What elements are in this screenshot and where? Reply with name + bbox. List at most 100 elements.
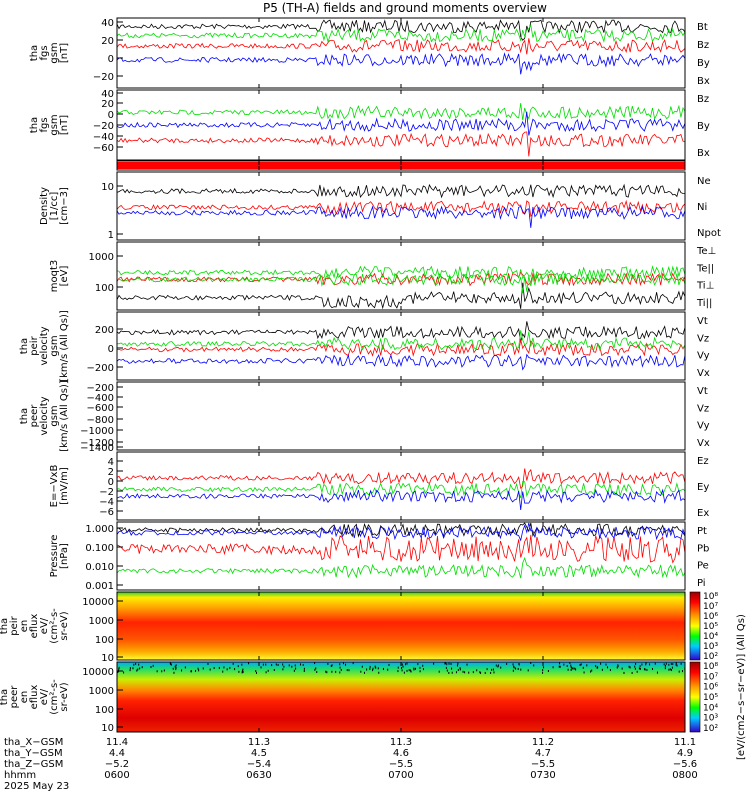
colorbar-tick-label: 10⁸: [703, 592, 718, 602]
y-label-line: velocity: [39, 326, 50, 365]
noise-speck: [559, 662, 561, 665]
y-tick-label: 20: [101, 36, 114, 47]
noise-speck: [575, 668, 577, 671]
y-tick-label: −20: [93, 72, 114, 83]
noise-speck: [664, 667, 666, 670]
y-tick-label: 0: [108, 477, 114, 488]
noise-speck: [490, 671, 492, 674]
noise-speck: [419, 666, 421, 669]
y-axis-label: tha fgs gsm [nT]: [29, 114, 70, 135]
noise-speck: [455, 671, 457, 674]
noise-speck: [195, 669, 197, 672]
y-label-line: velocity: [39, 396, 50, 435]
noise-speck: [512, 663, 514, 666]
noise-speck: [375, 666, 377, 669]
legend-vz: Vz: [697, 403, 709, 414]
noise-speck: [676, 664, 678, 667]
y-tick-label: −1000: [80, 426, 114, 437]
y-label-line: [km/s (All Qs)]: [59, 310, 70, 382]
noise-speck: [366, 668, 368, 671]
noise-speck: [315, 667, 317, 670]
y-tick-label: 1000: [89, 616, 114, 627]
y-tick-label: 0.001: [85, 581, 114, 592]
y-tick-label: 100: [95, 635, 114, 646]
noise-speck: [184, 666, 186, 669]
y-tick-label: 20: [101, 99, 114, 110]
x-axis-z-value-0: −5.2: [105, 759, 129, 770]
noise-speck: [543, 666, 545, 669]
noise-speck: [472, 671, 474, 674]
noise-speck: [634, 667, 636, 670]
spectrogram-ion: [117, 592, 685, 660]
noise-speck: [574, 667, 576, 670]
noise-speck: [678, 670, 680, 673]
noise-speck: [629, 666, 631, 669]
x-axis-y-value-0: 4.4: [109, 748, 125, 759]
noise-speck: [163, 669, 165, 672]
legend-vy: Vy: [697, 421, 710, 432]
noise-speck: [282, 668, 284, 671]
noise-speck: [590, 670, 592, 673]
noise-speck: [283, 665, 285, 668]
noise-speck: [457, 669, 459, 672]
time-axis-group: tha_X−GSM tha_Y−GSM tha_Z−GSM hhmm 2025 …: [4, 737, 698, 792]
y-label-line: gsm: [49, 114, 60, 135]
noise-speck: [226, 668, 228, 671]
noise-speck: [378, 671, 380, 674]
noise-speck: [530, 662, 532, 665]
noise-speck: [645, 662, 647, 665]
noise-speck: [582, 666, 584, 669]
noise-speck: [273, 668, 275, 671]
noise-speck: [680, 662, 682, 665]
y-tick-label: −1400: [80, 443, 114, 454]
noise-speck: [213, 667, 215, 670]
x-axis-t-value-4: 0800: [672, 770, 697, 781]
colorbar-tick-label: 10⁷: [703, 672, 718, 682]
noise-speck: [628, 665, 630, 668]
panel-5: 1000 100 moqt3 [eV] Te⊥ Te|| Ti⊥ Ti||: [49, 241, 716, 311]
series-By-line: [116, 23, 686, 44]
noise-speck: [293, 669, 295, 672]
y-label-line: gsm: [49, 405, 60, 426]
noise-speck: [583, 671, 585, 674]
y-label-line: [nT]: [59, 43, 70, 63]
noise-speck: [636, 670, 638, 673]
noise-speck: [369, 665, 371, 668]
y-tick-label: −60: [93, 143, 114, 154]
y-tick-label: −1200: [80, 438, 114, 449]
noise-speck: [348, 669, 350, 672]
noise-speck: [403, 671, 405, 674]
noise-speck: [387, 668, 389, 671]
noise-speck: [255, 670, 257, 673]
noise-speck: [513, 666, 515, 669]
y-tick-label: 100: [95, 705, 114, 716]
series-Bz-line: [116, 131, 686, 157]
colorbar-tick-label: 10³: [703, 642, 718, 652]
noise-speck: [656, 671, 658, 674]
noise-speck: [448, 662, 450, 665]
noise-speck: [665, 662, 667, 665]
noise-speck: [563, 663, 565, 666]
legend-ez: Ez: [697, 456, 709, 467]
panel-9: 1.000 0.100 0.010 0.001 Pressure [nPa] Pt Pb Pe P…: [49, 521, 709, 592]
y-axis-label: Pressure [nPa]: [49, 535, 70, 578]
noise-speck: [339, 671, 341, 674]
y-axis-label: Density [1/cc] [cm−3]: [39, 187, 70, 225]
x-axis-y-value-1: 4.5: [251, 748, 267, 759]
noise-speck: [495, 664, 497, 667]
x-axis-y-value-4: 4.9: [677, 748, 693, 759]
legend-ey: Ey: [697, 482, 709, 493]
legend-ni: Ni: [697, 202, 707, 213]
noise-speck: [173, 671, 175, 674]
legend-pb: Pb: [697, 543, 709, 554]
noise-speck: [476, 669, 478, 672]
noise-speck: [170, 662, 172, 665]
series-Vz-line: [116, 339, 686, 357]
x-axis-z-value-1: −5.4: [247, 759, 271, 770]
x-row-label-x: tha_X−GSM: [4, 737, 63, 748]
noise-speck: [170, 663, 172, 666]
y-label-line: tha: [19, 408, 30, 424]
noise-speck: [635, 662, 637, 665]
legend-npot: Npot: [697, 228, 721, 239]
